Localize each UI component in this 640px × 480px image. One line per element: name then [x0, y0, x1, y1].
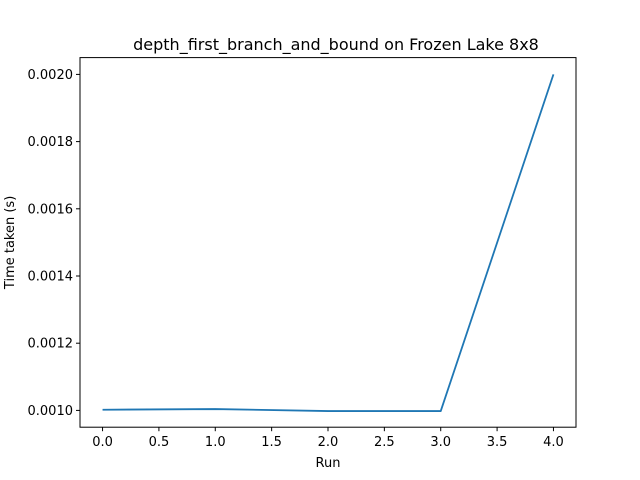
y-tick-label: 0.0018	[28, 135, 74, 150]
x-tick-label: 1.5	[261, 435, 282, 450]
data-point	[440, 410, 442, 412]
x-tick-label: 4.0	[543, 435, 564, 450]
x-tick-label: 0.0	[92, 435, 113, 450]
x-tick-label: 2.5	[374, 435, 395, 450]
x-axis-label: Run	[316, 456, 341, 471]
axes-frame	[79, 57, 577, 428]
chart-title: depth_first_branch_and_bound on Frozen L…	[133, 35, 539, 55]
x-tick-label: 2.0	[318, 435, 339, 450]
x-tick-label: 3.0	[430, 435, 451, 450]
y-tick-label: 0.0012	[28, 337, 74, 352]
data-point	[102, 409, 104, 411]
y-axis-label: Time taken (s)	[3, 196, 18, 290]
x-tick-label: 0.5	[149, 435, 170, 450]
series-line-0	[102, 74, 555, 412]
data-point	[327, 410, 329, 412]
y-tick-label: 0.0014	[28, 270, 74, 285]
y-tick-label: 0.0020	[28, 68, 74, 83]
y-tick-label: 0.0010	[28, 404, 74, 419]
data-point	[214, 408, 216, 410]
plot-area: 0.0 0.5 1.0 1.5 2.0 2.5 3.0 3.5 4.0 0.0010 0.0012 0…	[28, 68, 564, 450]
x-tick-label: 1.0	[205, 435, 226, 450]
x-tick-label: 3.5	[487, 435, 508, 450]
y-tick-label: 0.0016	[28, 202, 74, 217]
data-point	[553, 74, 555, 76]
